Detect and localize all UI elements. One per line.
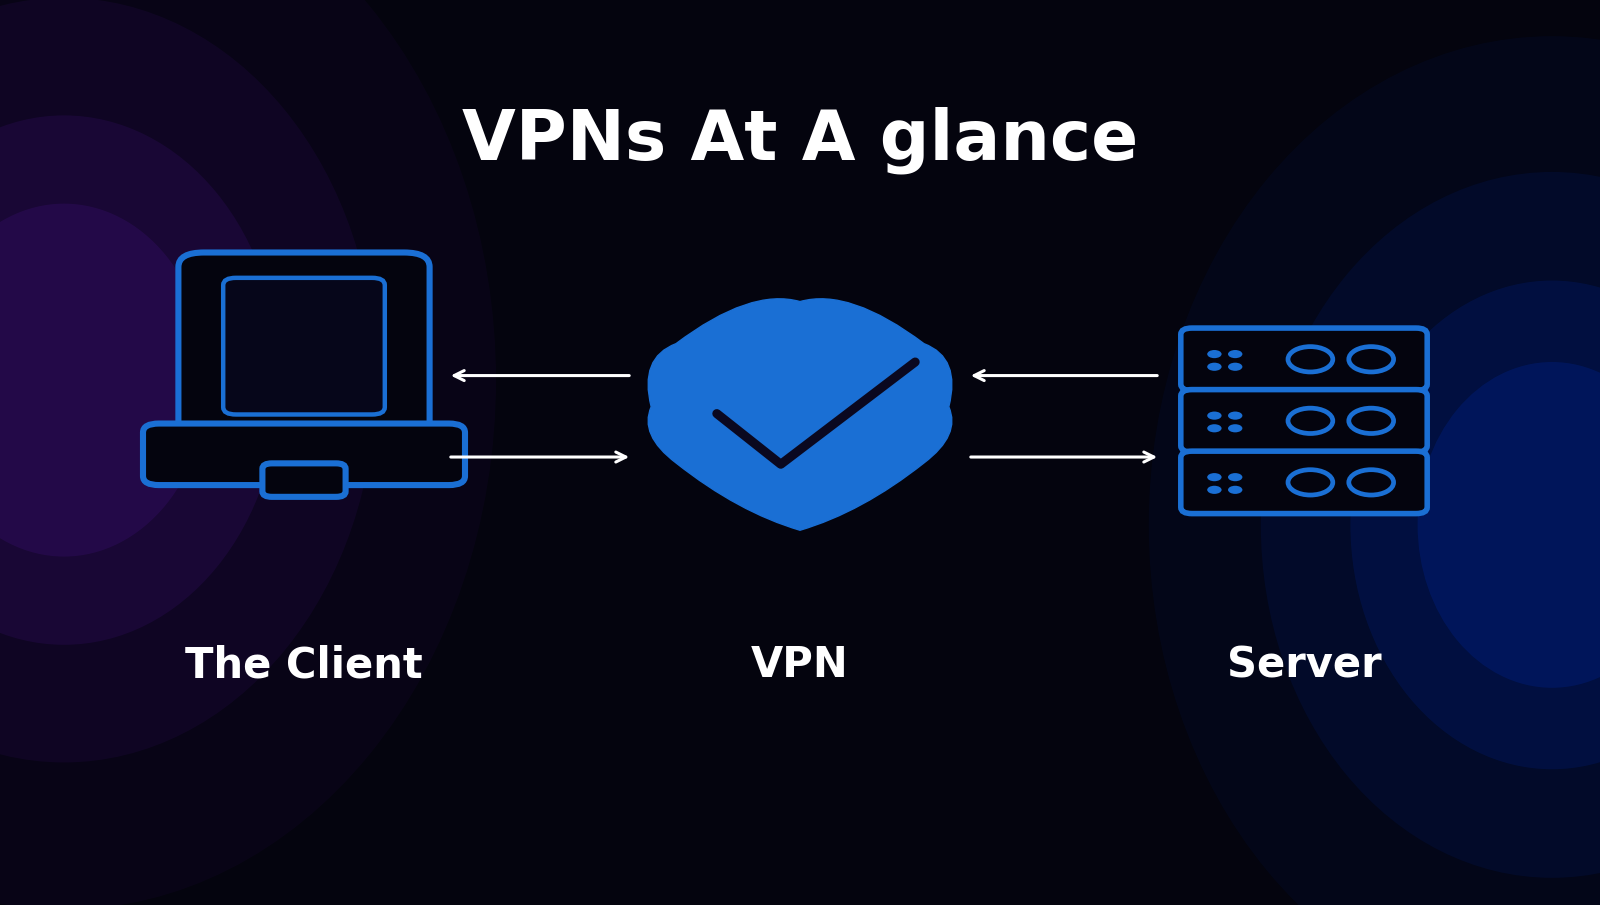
- Circle shape: [1227, 363, 1242, 371]
- Circle shape: [1206, 363, 1222, 371]
- FancyBboxPatch shape: [222, 278, 386, 414]
- Text: Server: Server: [1227, 644, 1381, 686]
- Circle shape: [1227, 473, 1242, 481]
- Ellipse shape: [1350, 281, 1600, 769]
- Ellipse shape: [0, 0, 496, 905]
- Circle shape: [1227, 412, 1242, 420]
- Text: VPNs At A glance: VPNs At A glance: [462, 107, 1138, 174]
- FancyBboxPatch shape: [142, 424, 466, 485]
- Ellipse shape: [1418, 362, 1600, 688]
- Circle shape: [1227, 424, 1242, 433]
- FancyBboxPatch shape: [262, 463, 346, 497]
- Circle shape: [1206, 350, 1222, 358]
- Circle shape: [1227, 486, 1242, 494]
- Ellipse shape: [1149, 36, 1600, 905]
- Circle shape: [1227, 350, 1242, 358]
- Ellipse shape: [0, 204, 208, 557]
- FancyBboxPatch shape: [179, 252, 429, 440]
- Circle shape: [1206, 412, 1222, 420]
- Ellipse shape: [1261, 172, 1600, 878]
- Ellipse shape: [0, 116, 280, 645]
- FancyBboxPatch shape: [1181, 329, 1427, 391]
- Ellipse shape: [0, 0, 376, 763]
- Circle shape: [1206, 486, 1222, 494]
- FancyBboxPatch shape: [1181, 390, 1427, 452]
- Circle shape: [1206, 424, 1222, 433]
- PathPatch shape: [648, 299, 952, 530]
- Text: VPN: VPN: [750, 644, 850, 686]
- Text: The Client: The Client: [186, 644, 422, 686]
- FancyBboxPatch shape: [1181, 451, 1427, 513]
- Circle shape: [1206, 473, 1222, 481]
